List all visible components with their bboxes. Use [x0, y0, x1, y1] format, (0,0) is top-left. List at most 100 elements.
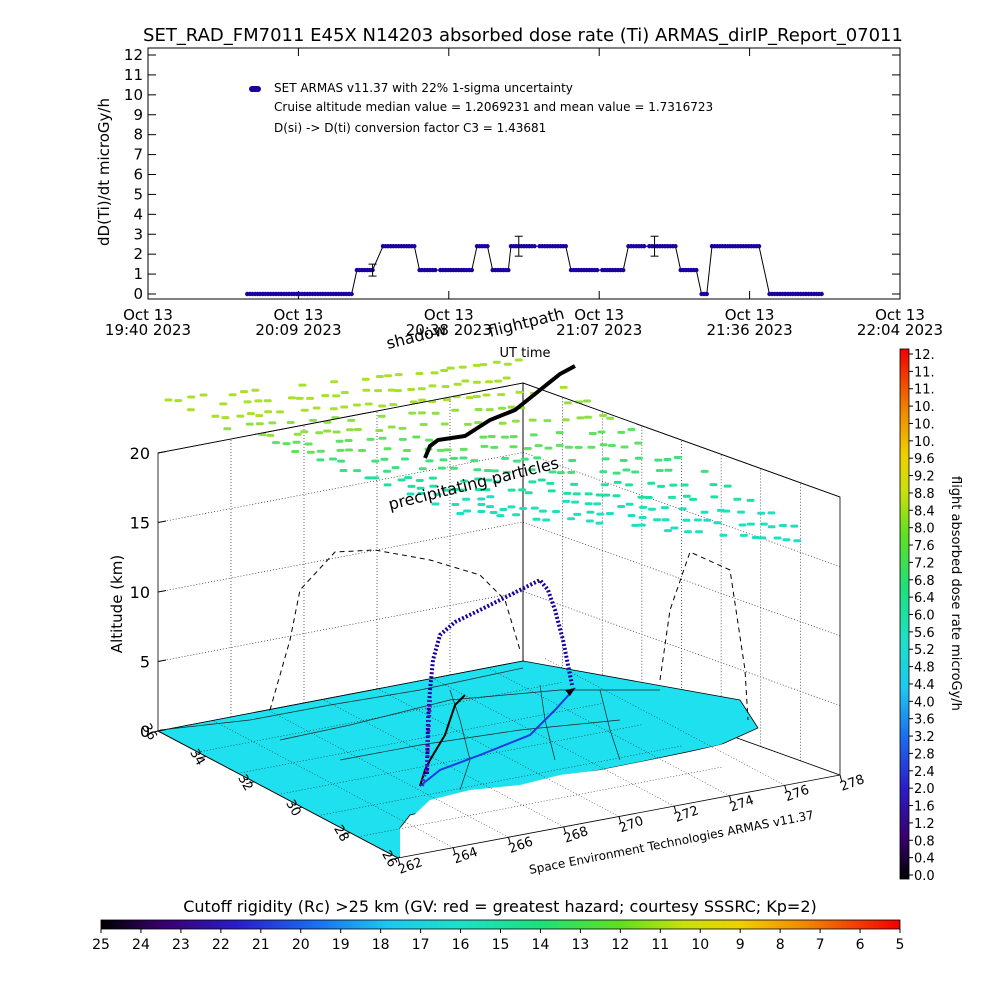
- particle-mark: [737, 510, 746, 514]
- particle-mark: [164, 398, 173, 402]
- legend-series-label: SET ARMAS v11.37 with 22% 1-sigma uncert…: [274, 81, 573, 95]
- lon-tick-label: 274: [728, 793, 756, 816]
- floor-grid-line: [544, 658, 785, 786]
- ts-y-tick-label: 6: [133, 166, 143, 184]
- particle-mark: [723, 484, 732, 488]
- dose-colorbar-gradient: [899, 348, 910, 880]
- z-tick: [157, 451, 167, 454]
- lon-tick: [397, 857, 401, 866]
- ts-x-tick-label-line2: 20:09 2023: [255, 321, 341, 339]
- floor-grid-line: [213, 720, 454, 848]
- particle-mark: [595, 521, 604, 525]
- particle-mark: [219, 402, 228, 406]
- particle-mark: [482, 488, 491, 492]
- particle-mark: [459, 447, 468, 451]
- particle-mark: [530, 506, 539, 510]
- particle-mark: [595, 493, 604, 497]
- lon-tick-label: 276: [783, 783, 811, 806]
- particle-mark: [211, 414, 220, 418]
- ts-data-point: [349, 291, 354, 297]
- dose-colorbar-tick-label: 0.4: [914, 852, 935, 867]
- top-edge-left: [157, 382, 524, 454]
- particle-mark: [463, 422, 472, 426]
- dose-colorbar-tick-label: 8.8: [914, 487, 935, 502]
- particle-mark: [500, 435, 509, 439]
- particle-mark: [407, 388, 416, 392]
- rc-colorbar-title: Cutoff rigidity (Rc) >25 km (GV: red = g…: [183, 897, 817, 916]
- particle-mark: [507, 488, 516, 492]
- particle-mark: [407, 484, 416, 488]
- particle-mark: [418, 467, 427, 471]
- dose-colorbar-tick-label: 12.: [914, 348, 935, 363]
- rc-colorbar-tick-label: 17: [412, 937, 430, 953]
- lon-tick-label: 266: [507, 834, 535, 857]
- particle-mark: [416, 486, 425, 490]
- particle-mark: [722, 509, 731, 513]
- particle-mark: [515, 390, 524, 394]
- particle-mark: [462, 497, 471, 501]
- particle-mark: [243, 400, 252, 404]
- particle-mark: [332, 430, 341, 434]
- particle-mark: [657, 484, 666, 488]
- particle-mark: [485, 380, 494, 384]
- ts-y-tick-label: 7: [133, 146, 143, 164]
- particle-mark: [542, 518, 551, 522]
- particle-mark: [366, 437, 375, 441]
- particle-mark: [431, 502, 440, 506]
- particle-mark: [507, 505, 516, 509]
- particle-mark: [276, 410, 285, 414]
- particle-mark: [600, 483, 609, 487]
- floor-grid-line: [268, 710, 509, 838]
- particle-mark: [398, 426, 407, 430]
- ts-data-point: [563, 244, 568, 249]
- particle-mark: [347, 418, 356, 422]
- particle-mark: [682, 518, 691, 522]
- ts-y-tick-label: 1: [133, 265, 143, 283]
- ts-data-point: [694, 267, 699, 273]
- particle-mark: [352, 403, 361, 407]
- particle-mark: [631, 470, 640, 474]
- particle-mark: [408, 411, 417, 415]
- lon-tick-label: 270: [617, 814, 645, 837]
- particle-mark: [487, 435, 496, 439]
- particle-mark: [501, 456, 510, 460]
- floor-grid-line: [378, 689, 620, 817]
- particle-mark: [663, 458, 672, 462]
- particle-mark: [512, 513, 521, 517]
- dose-colorbar-tick-label: 8.0: [914, 522, 935, 537]
- lon-tick-label: 264: [451, 845, 479, 868]
- particle-mark: [425, 438, 434, 442]
- particle-mark: [415, 478, 424, 482]
- particle-mark: [472, 363, 481, 367]
- particle-mark: [670, 526, 679, 530]
- particle-mark: [383, 447, 392, 451]
- particle-mark: [292, 440, 301, 444]
- particle-mark: [389, 403, 398, 407]
- rc-colorbar-tick-label: 21: [252, 937, 270, 953]
- rc-colorbar-tick-label: 23: [172, 937, 190, 953]
- ts-data-point: [704, 291, 709, 297]
- particle-mark: [497, 393, 506, 397]
- ts-data-point: [433, 267, 438, 273]
- particle-mark: [556, 471, 565, 475]
- particle-mark: [669, 483, 678, 487]
- ts-x-tick-label-line2: 19:40 2023: [105, 321, 191, 339]
- z-tick: [157, 659, 167, 662]
- particle-mark: [393, 389, 402, 393]
- particle-mark: [625, 483, 634, 487]
- dose-colorbar-tick-label: 8.4: [914, 504, 935, 519]
- particle-mark: [700, 469, 709, 473]
- dose-colorbar-tick-label: 1.2: [914, 817, 935, 832]
- particle-mark: [599, 443, 608, 447]
- particle-mark: [174, 399, 183, 403]
- rc-colorbar-tick-label: 16: [452, 937, 470, 953]
- dose-colorbar-tick-label: 2.8: [914, 747, 935, 762]
- ts-data-point: [819, 291, 824, 297]
- particle-mark: [528, 480, 537, 484]
- wall-grid-line: [157, 452, 524, 523]
- lat-tick-label: 26: [378, 848, 399, 870]
- particle-mark: [446, 366, 455, 370]
- ts-y-tick-label: 4: [133, 205, 143, 223]
- particle-mark: [362, 388, 371, 392]
